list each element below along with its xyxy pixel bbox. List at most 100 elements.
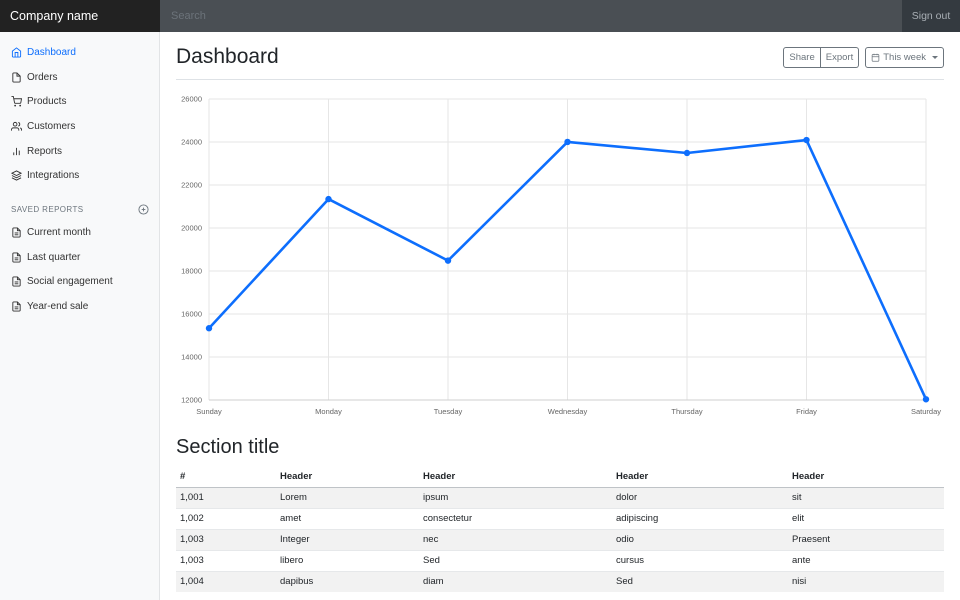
sidebar-item-products[interactable]: Products <box>0 89 159 114</box>
table-row: 1,002 amet consectetur adipiscing elit <box>176 507 944 529</box>
table-cell: amet <box>276 507 419 529</box>
saved-report-label: Year-end sale <box>27 301 89 313</box>
sidebar-item-reports[interactable]: Reports <box>0 139 159 164</box>
sidebar-item-customers[interactable]: Customers <box>0 114 159 139</box>
x-tick-label: Monday <box>315 407 342 416</box>
x-tick-label: Saturday <box>911 407 941 416</box>
data-point <box>205 325 213 332</box>
x-tick-label: Sunday <box>196 407 222 416</box>
caret-down-icon <box>932 56 938 59</box>
x-tick-label: Friday <box>796 407 817 416</box>
data-point <box>564 138 571 146</box>
table-cell: 1,004 <box>176 570 276 592</box>
shopping-cart-icon <box>11 96 22 107</box>
saved-report-social-engagement[interactable]: Social engagement <box>0 270 159 295</box>
data-point <box>683 149 691 157</box>
share-export-group: Share Export <box>783 47 860 68</box>
page-header: Dashboard Share Export This week <box>176 32 944 80</box>
file-text-icon <box>12 252 21 263</box>
file-text-icon <box>12 276 21 287</box>
table-cell: ipsum <box>419 486 612 508</box>
data-point <box>325 195 332 203</box>
table-cell: sit <box>788 486 944 508</box>
table-cell: Sed <box>612 570 788 592</box>
y-tick-label: 24000 <box>181 138 202 147</box>
x-tick-label: Tuesday <box>434 407 463 416</box>
sidebar: Dashboard Orders Products Customers Repo… <box>0 32 160 600</box>
table-cell: adipiscing <box>612 507 788 529</box>
table-cell: elit <box>788 507 944 529</box>
table-row: 1,004 dapibus diam Sed nisi <box>176 570 944 592</box>
x-tick-label: Thursday <box>671 407 703 416</box>
file-icon <box>12 71 21 83</box>
file-text-icon <box>12 227 21 238</box>
share-button[interactable]: Share <box>783 47 821 68</box>
x-tick-label: Wednesday <box>548 407 588 416</box>
y-tick-label: 12000 <box>181 396 202 405</box>
table-cell: dolor <box>612 486 788 508</box>
table-cell: 1,003 <box>176 549 276 571</box>
sidebar-item-integrations[interactable]: Integrations <box>0 163 159 188</box>
data-point <box>922 396 930 403</box>
layers-icon <box>11 170 22 181</box>
saved-report-label: Last quarter <box>27 251 81 263</box>
saved-report-label: Social engagement <box>27 276 113 288</box>
bar-chart-icon <box>13 147 20 155</box>
table-header-row: # Header Header Header Header <box>176 466 944 488</box>
sidebar-item-label: Orders <box>27 71 58 83</box>
y-tick-label: 16000 <box>181 310 202 319</box>
table-cell: consectetur <box>419 507 612 529</box>
table-row: 1,003 Integer nec odio Praesent <box>176 528 944 550</box>
table-cell: Praesent <box>788 528 944 550</box>
column-header: Header <box>612 466 788 488</box>
sign-out-link[interactable]: Sign out <box>902 0 960 32</box>
table-cell: nec <box>419 528 612 550</box>
table-cell: ante <box>788 549 944 571</box>
toolbar: Share Export This week <box>783 47 944 68</box>
table-cell: cursus <box>612 549 788 571</box>
table-cell: odio <box>612 528 788 550</box>
calendar-icon <box>871 53 880 62</box>
saved-reports-label: SAVED REPORTS <box>11 204 84 214</box>
saved-report-year-end-sale[interactable]: Year-end sale <box>0 294 159 319</box>
data-point <box>803 136 810 144</box>
table-cell: dapibus <box>276 570 419 592</box>
users-icon <box>11 121 22 131</box>
column-header: Header <box>788 466 944 488</box>
date-range-dropdown[interactable]: This week <box>865 47 944 68</box>
sidebar-item-orders[interactable]: Orders <box>0 65 159 90</box>
sidebar-item-label: Dashboard <box>27 46 76 58</box>
data-table: # Header Header Header Header 1,001 Lore… <box>176 466 944 592</box>
date-range-label: This week <box>883 52 926 63</box>
file-text-icon <box>12 301 21 312</box>
column-header: # <box>176 466 276 488</box>
table-cell: 1,003 <box>176 528 276 550</box>
table-cell: diam <box>419 570 612 592</box>
y-tick-label: 22000 <box>181 181 202 190</box>
column-header: Header <box>276 466 419 488</box>
table-row: 1,003 libero Sed cursus ante <box>176 549 944 571</box>
y-tick-label: 18000 <box>181 267 202 276</box>
saved-report-current-month[interactable]: Current month <box>0 220 159 245</box>
export-button[interactable]: Export <box>820 47 860 68</box>
page-title: Dashboard <box>176 45 279 68</box>
table-cell: Integer <box>276 528 419 550</box>
saved-report-last-quarter[interactable]: Last quarter <box>0 245 159 270</box>
sidebar-item-label: Products <box>27 96 67 108</box>
table-cell: Lorem <box>276 486 419 508</box>
plus-circle-icon[interactable] <box>138 204 149 215</box>
saved-report-label: Current month <box>27 226 91 238</box>
table-cell: libero <box>276 549 419 571</box>
brand-name[interactable]: Company name <box>0 0 160 32</box>
saved-reports-heading: SAVED REPORTS <box>0 198 159 220</box>
top-navbar: Company name Sign out <box>0 0 960 32</box>
table-cell: Sed <box>419 549 612 571</box>
sidebar-item-label: Customers <box>27 120 76 132</box>
table-cell: 1,001 <box>176 486 276 508</box>
data-point <box>444 257 452 264</box>
table-cell: 1,002 <box>176 507 276 529</box>
search-input[interactable] <box>160 0 902 32</box>
home-icon <box>11 47 22 58</box>
y-tick-label: 14000 <box>181 353 202 362</box>
sidebar-item-dashboard[interactable]: Dashboard <box>0 40 159 65</box>
